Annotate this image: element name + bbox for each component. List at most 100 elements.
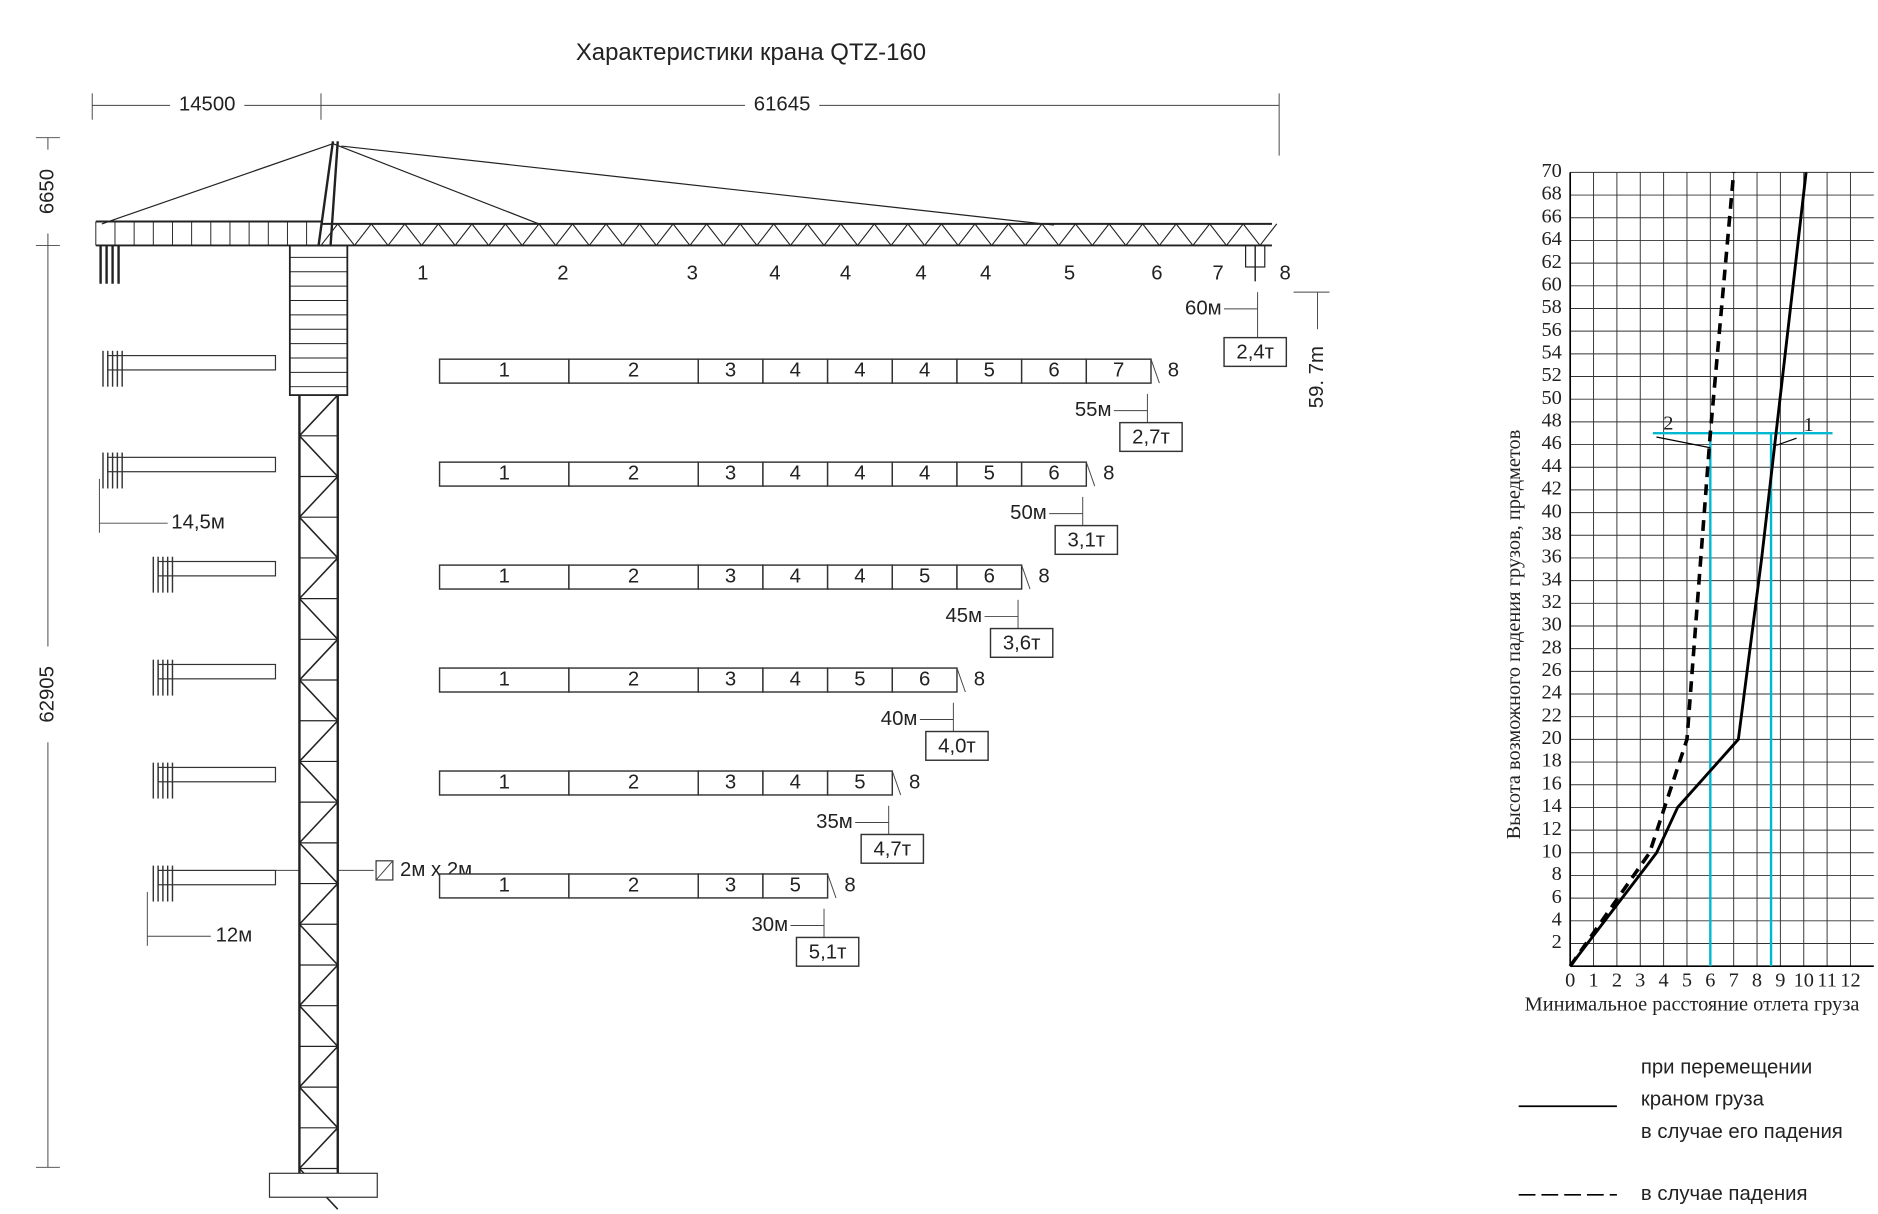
segment-label: 3	[725, 360, 736, 382]
load: 4,7т	[873, 838, 911, 860]
counter-jib	[158, 562, 275, 576]
segment-label: 7	[1113, 360, 1124, 382]
crane-part	[975, 224, 992, 246]
y-tick-label: 70	[1541, 160, 1561, 182]
segment-label: 1	[499, 360, 510, 382]
crane-part	[589, 224, 606, 246]
crane-part	[1243, 224, 1260, 246]
crane-part	[891, 224, 908, 246]
crane-part	[299, 761, 337, 802]
crane-part	[455, 224, 472, 246]
y-tick-label: 50	[1541, 387, 1561, 409]
jib-section: 5	[1064, 263, 1075, 285]
segment-label: 1	[499, 771, 510, 793]
crane-part	[673, 224, 690, 246]
jib-section: 4	[980, 263, 991, 285]
chart: 0123456789101112246810121416182022242628…	[1503, 160, 1874, 1205]
jib-tip	[828, 874, 836, 898]
crane-part	[299, 802, 337, 843]
segment-label: 5	[854, 771, 865, 793]
crane-part	[299, 924, 337, 965]
jib-tip	[1151, 359, 1159, 383]
dim-label: 14,5м	[171, 512, 225, 534]
dim-label: 61645	[754, 94, 811, 116]
crane-part	[757, 224, 774, 246]
segment-label: 6	[919, 668, 930, 690]
crane-part	[807, 224, 824, 246]
y-tick-label: 26	[1541, 659, 1561, 681]
segment-label: 5	[854, 668, 865, 690]
crane-part	[1076, 224, 1093, 246]
crane-part	[556, 224, 573, 246]
segment-label: 4	[919, 360, 930, 382]
crane-part	[333, 144, 539, 224]
y-tick-label: 32	[1541, 591, 1561, 613]
crane-part	[1025, 224, 1042, 246]
x-axis-label: Минимальное расстояние отлета груза	[1525, 993, 1860, 1015]
y-tick-label: 14	[1541, 795, 1561, 817]
segment-label: 5	[919, 565, 930, 587]
crane-part	[299, 884, 337, 925]
counter-jib	[158, 870, 275, 884]
crane-part	[1210, 224, 1227, 246]
segment-label: 5	[984, 360, 995, 382]
y-tick-label: 40	[1541, 500, 1561, 522]
segment-label: 6	[1048, 360, 1059, 382]
crane-part	[299, 1046, 337, 1087]
crane-part	[341, 146, 1054, 225]
legend-text: в случае падения	[1641, 1183, 1808, 1205]
crane-part	[299, 680, 337, 721]
y-tick-label: 36	[1541, 546, 1561, 568]
crane-part	[1109, 224, 1126, 246]
end-label: 8	[1103, 462, 1114, 484]
crane-part	[958, 224, 975, 246]
radius: 60м	[1185, 297, 1222, 319]
series-label: 1	[1803, 414, 1813, 436]
jib-section: 3	[687, 263, 698, 285]
jib-section: 7	[1212, 263, 1223, 285]
crane-part	[774, 224, 791, 246]
crane-part	[623, 224, 640, 246]
y-tick-label: 66	[1541, 205, 1561, 227]
y-tick-label: 64	[1541, 228, 1561, 250]
crane-part	[422, 224, 439, 246]
x-tick-label: 12	[1840, 969, 1860, 991]
radius: 55м	[1075, 399, 1112, 421]
load: 4,0т	[938, 735, 976, 757]
crane-part	[841, 224, 858, 246]
segment-label: 2	[628, 462, 639, 484]
crane-part	[355, 224, 372, 246]
crane-part	[1042, 224, 1059, 246]
end-label: 8	[974, 668, 985, 690]
segment-label: 6	[984, 565, 995, 587]
segment-label: 1	[499, 565, 510, 587]
segment-label: 2	[628, 360, 639, 382]
y-tick-label: 2	[1552, 931, 1562, 953]
crane-part	[1159, 224, 1176, 246]
segment-label: 4	[790, 565, 801, 587]
jib-section: 4	[840, 263, 851, 285]
radius: 30м	[751, 914, 788, 936]
segment-label: 2	[628, 668, 639, 690]
crane-part	[1193, 224, 1210, 246]
y-tick-label: 4	[1552, 908, 1562, 930]
radius: 35м	[816, 811, 853, 833]
end-label: 8	[844, 874, 855, 896]
y-tick-label: 24	[1541, 682, 1561, 704]
section-icon	[376, 861, 393, 880]
segment-label: 3	[725, 565, 736, 587]
segment-label: 2	[628, 565, 639, 587]
x-tick-label: 6	[1705, 969, 1715, 991]
y-tick-label: 38	[1541, 523, 1561, 545]
crane-part	[941, 224, 958, 246]
segment-label: 5	[790, 874, 801, 896]
y-tick-label: 6	[1552, 886, 1562, 908]
y-tick-label: 22	[1541, 704, 1561, 726]
segment-label: 4	[854, 360, 865, 382]
crane-part	[505, 224, 522, 246]
crane-part	[299, 1006, 337, 1047]
segment-label: 3	[725, 771, 736, 793]
y-tick-label: 46	[1541, 432, 1561, 454]
crane-part	[824, 224, 841, 246]
counter-jib	[158, 767, 275, 781]
